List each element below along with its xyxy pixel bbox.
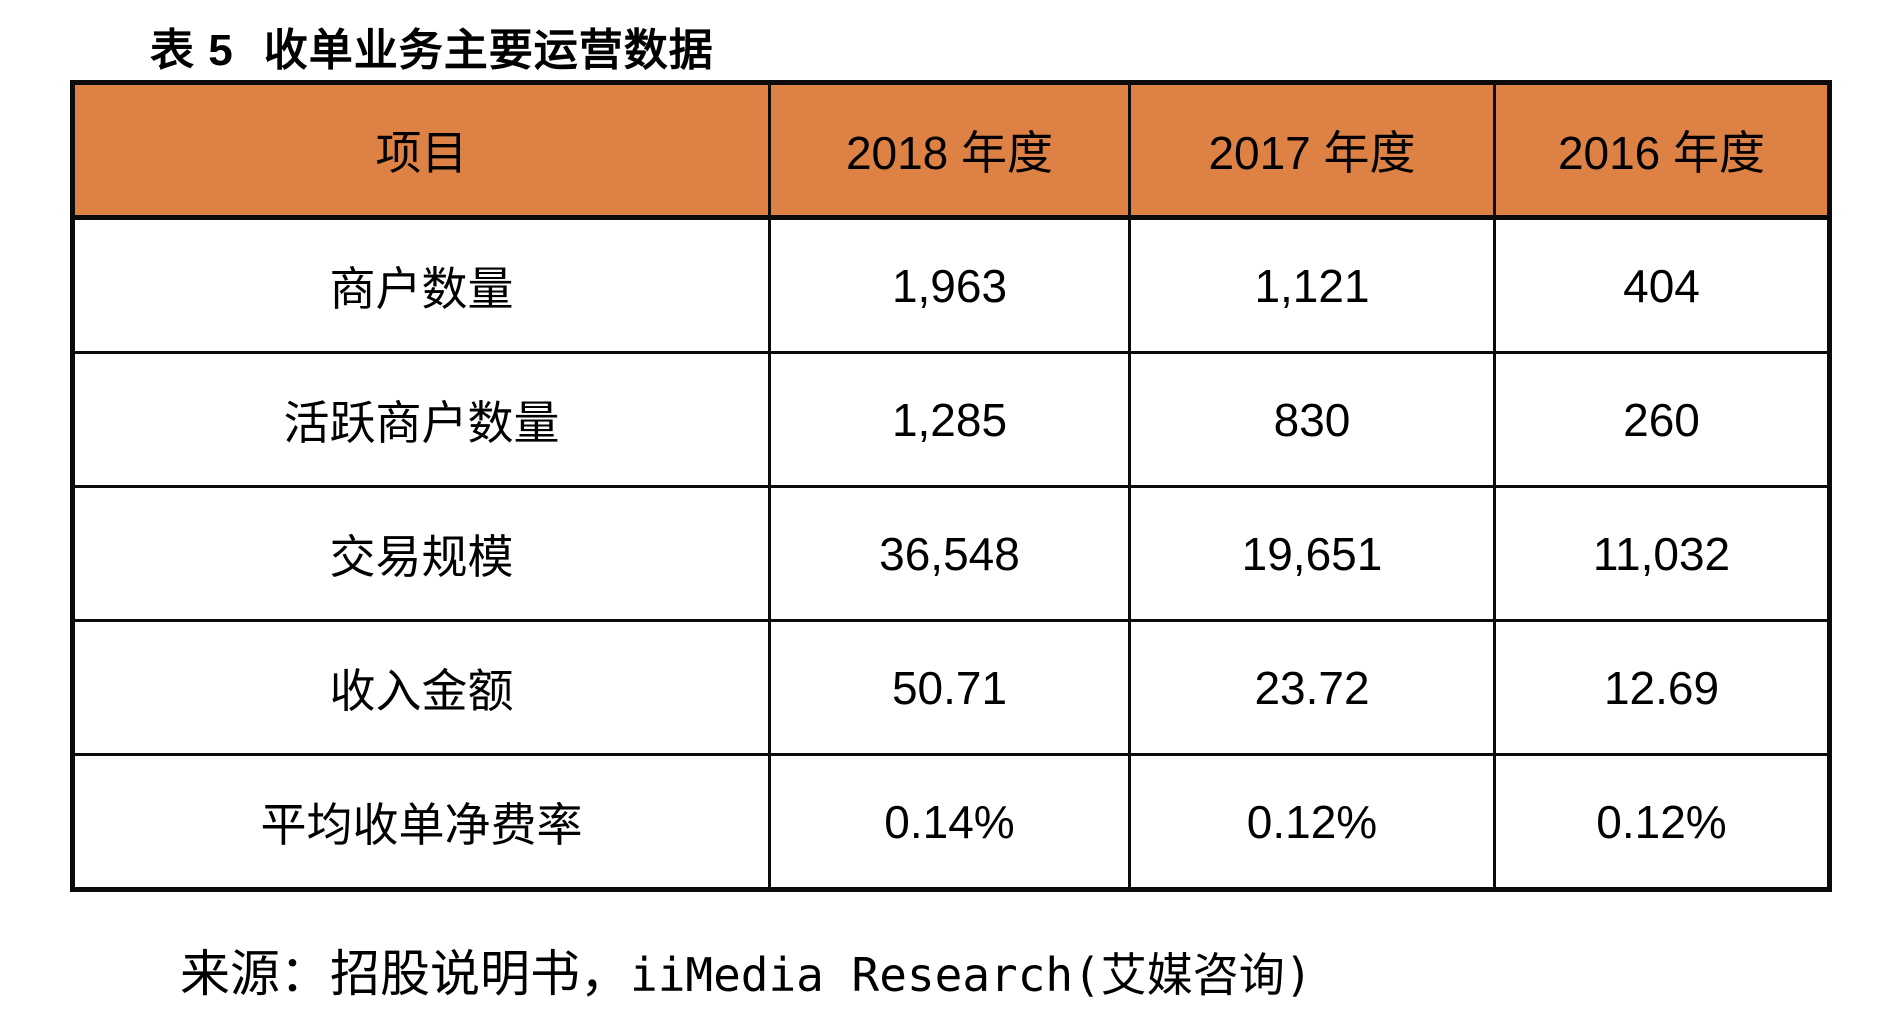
cell-2017: 19,651 <box>1128 485 1496 622</box>
table-row-active-merchants: 活跃商户数量 1,285 830 260 <box>71 351 1831 488</box>
cell-2018: 36,548 <box>768 485 1131 622</box>
cell-2018: 0.14% <box>768 753 1131 891</box>
cell-2016: 260 <box>1493 351 1831 488</box>
cell-2017: 23.72 <box>1128 619 1496 756</box>
cell-2017: 1,121 <box>1128 216 1496 354</box>
table-number-label: 表 5 <box>150 26 234 75</box>
cell-2016: 12.69 <box>1493 619 1831 756</box>
row-label: 收入金额 <box>71 619 771 756</box>
table-header-row: 项目 2018 年度 2017 年度 2016 年度 <box>71 81 1831 220</box>
cell-2018: 1,963 <box>768 216 1131 354</box>
column-header-2017: 2017 年度 <box>1128 81 1496 220</box>
cell-2016: 404 <box>1493 216 1831 354</box>
table-row-avg-net-fee-rate: 平均收单净费率 0.14% 0.12% 0.12% <box>71 753 1831 891</box>
cell-2016: 0.12% <box>1493 753 1831 891</box>
column-header-item: 项目 <box>71 81 771 220</box>
source-suffix: (艾媒咨询) <box>1073 948 1313 1002</box>
row-label: 商户数量 <box>71 216 771 354</box>
operating-data-table: 项目 2018 年度 2017 年度 2016 年度 商户数量 1,963 1,… <box>70 80 1832 892</box>
column-header-2018: 2018 年度 <box>768 81 1131 220</box>
row-label: 交易规模 <box>71 485 771 622</box>
row-label: 平均收单净费率 <box>71 753 771 891</box>
cell-2018: 50.71 <box>768 619 1131 756</box>
row-label: 活跃商户数量 <box>71 351 771 488</box>
cell-2017: 0.12% <box>1128 753 1496 891</box>
cell-2017: 830 <box>1128 351 1496 488</box>
source-prefix: 来源：招股说明书， <box>180 946 630 1002</box>
cell-2018: 1,285 <box>768 351 1131 488</box>
column-header-2016: 2016 年度 <box>1493 81 1831 220</box>
table-title: 收单业务主要运营数据 <box>263 26 714 75</box>
cell-2016: 11,032 <box>1493 485 1831 622</box>
table-caption: 表 5 收单业务主要运营数据 <box>150 14 714 78</box>
table-row-merchant-count: 商户数量 1,963 1,121 404 <box>71 216 1831 354</box>
source-attribution: 来源：招股说明书，iiMedia Research(艾媒咨询) <box>180 934 1313 1006</box>
source-latin-text: iiMedia Research <box>630 948 1074 1002</box>
table-row-revenue-amount: 收入金额 50.71 23.72 12.69 <box>71 619 1831 756</box>
table-row-transaction-scale: 交易规模 36,548 19,651 11,032 <box>71 485 1831 622</box>
